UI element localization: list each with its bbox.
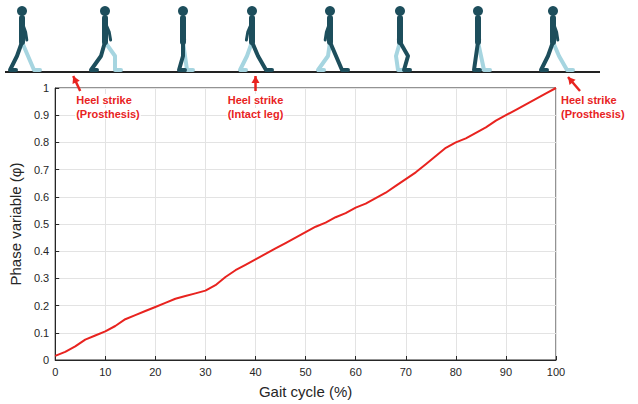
svg-text:0.9: 0.9: [34, 109, 49, 121]
svg-text:0: 0: [52, 366, 58, 378]
svg-text:60: 60: [350, 366, 362, 378]
svg-text:0: 0: [43, 354, 49, 366]
svg-text:0.7: 0.7: [34, 164, 49, 176]
svg-text:1: 1: [43, 82, 49, 94]
svg-text:0.1: 0.1: [34, 327, 49, 339]
svg-text:70: 70: [400, 366, 412, 378]
svg-text:0.3: 0.3: [34, 272, 49, 284]
svg-text:50: 50: [299, 366, 311, 378]
svg-text:Phase variable (φ): Phase variable (φ): [7, 162, 24, 285]
svg-text:0.5: 0.5: [34, 218, 49, 230]
svg-text:100: 100: [547, 366, 565, 378]
svg-text:0.2: 0.2: [34, 300, 49, 312]
svg-text:(Prosthesis): (Prosthesis): [561, 108, 625, 120]
svg-text:20: 20: [149, 366, 161, 378]
svg-text:(Intact leg): (Intact leg): [228, 108, 284, 120]
svg-text:30: 30: [199, 366, 211, 378]
svg-text:Heel strike: Heel strike: [76, 94, 132, 106]
svg-text:0.6: 0.6: [34, 191, 49, 203]
svg-text:0.8: 0.8: [34, 136, 49, 148]
svg-text:40: 40: [249, 366, 261, 378]
svg-text:Heel strike: Heel strike: [561, 94, 617, 106]
svg-text:(Prosthesis): (Prosthesis): [76, 108, 140, 120]
svg-text:Heel strike: Heel strike: [228, 94, 284, 106]
svg-text:80: 80: [450, 366, 462, 378]
svg-text:0.4: 0.4: [34, 245, 49, 257]
svg-text:Gait cycle (%): Gait cycle (%): [259, 383, 352, 400]
svg-text:10: 10: [99, 366, 111, 378]
svg-text:90: 90: [500, 366, 512, 378]
